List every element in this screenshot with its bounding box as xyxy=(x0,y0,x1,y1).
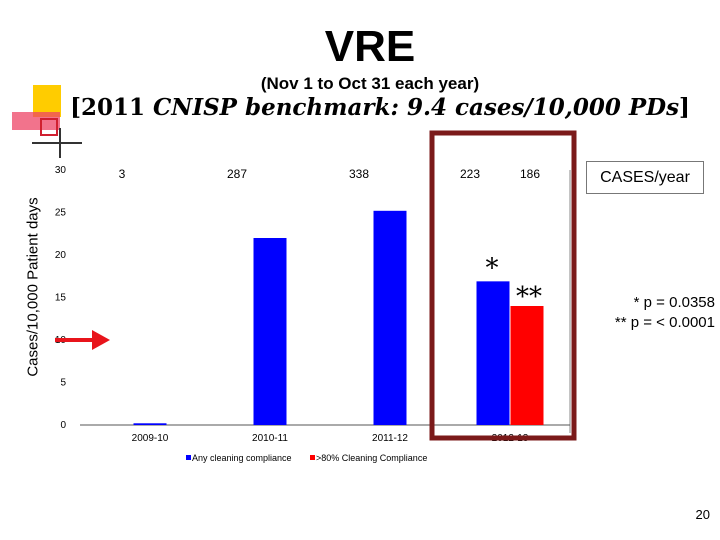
x-tick-label: 2011-12 xyxy=(372,433,408,444)
y-tick-label: 5 xyxy=(60,378,66,389)
benchmark-text: CNISP benchmark: 9.4 cases/10,000 PDs xyxy=(152,94,680,121)
case-count-label: 287 xyxy=(227,167,247,181)
bar-any-compliance xyxy=(373,210,407,425)
highlight-box xyxy=(429,130,577,441)
benchmark-suffix: ] xyxy=(679,94,690,121)
bar-high-compliance xyxy=(510,306,544,425)
significance-star: * xyxy=(486,253,499,283)
decor-vertical-line xyxy=(59,128,61,158)
y-tick-label: 0 xyxy=(60,420,66,431)
p-value-2: ** p = < 0.0001 xyxy=(614,314,715,331)
significance-double-star: ** xyxy=(516,282,542,312)
benchmark-prefix: [2011 xyxy=(70,94,153,121)
decor-red-square xyxy=(40,118,58,136)
page-number: 20 xyxy=(695,507,710,522)
case-count-label: 338 xyxy=(349,167,369,181)
y-tick-label: 15 xyxy=(55,293,67,304)
decor-pink-block xyxy=(12,112,60,130)
slide-subtitle: (Nov 1 to Oct 31 each year) xyxy=(260,74,480,93)
y-tick-label: 25 xyxy=(55,208,67,219)
case-count-label: 223 xyxy=(460,167,480,181)
legend-label: >80% Cleaning Compliance xyxy=(316,453,427,463)
benchmark-line: [2011 CNISP benchmark: 9.4 cases/10,000 … xyxy=(0,94,720,121)
p-values: * p = 0.0358 ** p = < 0.0001 xyxy=(560,293,715,333)
y-tick-label: 30 xyxy=(55,165,67,176)
cases-per-year-box: CASES/year xyxy=(586,161,704,194)
bar-any-compliance xyxy=(133,423,167,425)
legend-swatch xyxy=(186,455,191,460)
p-value-1: * p = 0.0358 xyxy=(633,294,715,311)
y-tick-label: 20 xyxy=(55,250,67,261)
arrow-head xyxy=(92,330,110,350)
bar-any-compliance xyxy=(476,281,510,425)
case-count-label: 186 xyxy=(520,167,540,181)
slide-title: VRE xyxy=(324,22,416,71)
legend-swatch xyxy=(310,455,315,460)
decor-yellow-block xyxy=(33,85,61,117)
x-tick-label: 2009-10 xyxy=(132,433,169,444)
legend-label: Any cleaning compliance xyxy=(192,453,292,463)
decor-horizontal-line xyxy=(32,142,82,144)
case-count-label: 3 xyxy=(119,167,126,181)
x-tick-label: 2010-11 xyxy=(252,433,288,444)
bar-any-compliance xyxy=(253,238,287,425)
